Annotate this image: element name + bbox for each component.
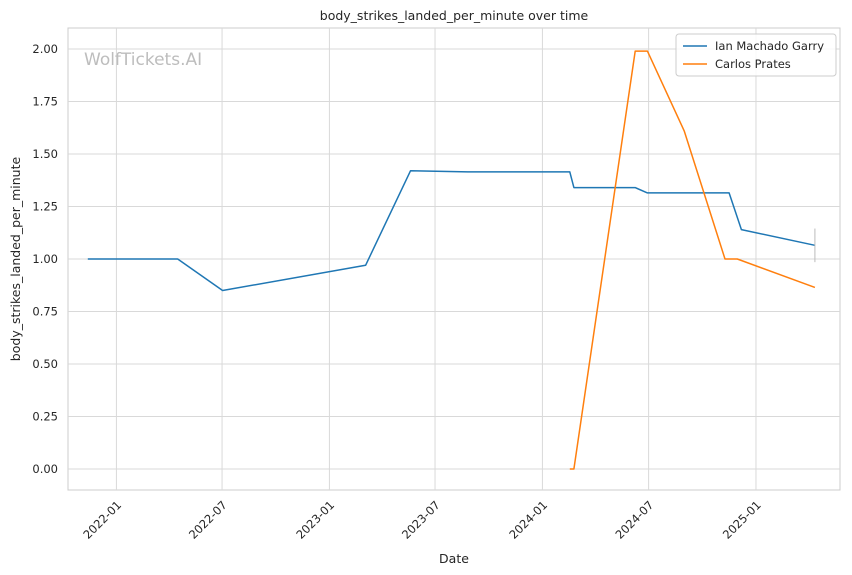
x-tick-label: 2024-01 [506,498,550,542]
legend-label-series-1: Ian Machado Garry [715,39,824,53]
x-tick-label: 2023-01 [293,498,337,542]
x-tick-label: 2022-01 [80,498,124,542]
x-tick-label: 2025-01 [720,498,764,542]
legend-label-series-2: Carlos Prates [715,57,791,71]
series-line-1 [87,170,816,292]
watermark: WolfTickets.AI [84,50,202,70]
series-layer [87,50,816,470]
x-tick-label: 2023-07 [399,498,443,542]
x-tick-label: 2022-07 [186,498,230,542]
y-tick-label: 0.00 [32,462,58,476]
y-tick-label: 0.25 [32,410,58,424]
legend-box [675,33,837,77]
y-tick-label: 1.00 [32,252,58,266]
y-tick-label: 0.50 [32,357,58,371]
y-tick-label: 1.50 [32,147,58,161]
x-tick-label: 2024-07 [612,498,656,542]
y-tick-labels: 0.00 0.25 0.50 0.75 1.00 1.25 1.50 1.75 2.00 [32,42,58,476]
y-tick-label: 2.00 [32,42,58,56]
x-tick-labels: 2022-01 2022-07 2023-01 2023-07 2024-01 2024-… [80,498,763,542]
chart-title: body_strikes_landed_per_minute over time [320,8,589,23]
y-tick-label: 1.25 [32,200,58,214]
y-tick-label: 0.75 [32,305,58,319]
y-axis-title: body_strikes_landed_per_minute [8,156,23,361]
legend: Ian Machado Garry Carlos Prates [675,33,837,77]
y-tick-label: 1.75 [32,95,58,109]
series-line-2 [569,50,816,470]
x-axis-title: Date [439,551,469,566]
